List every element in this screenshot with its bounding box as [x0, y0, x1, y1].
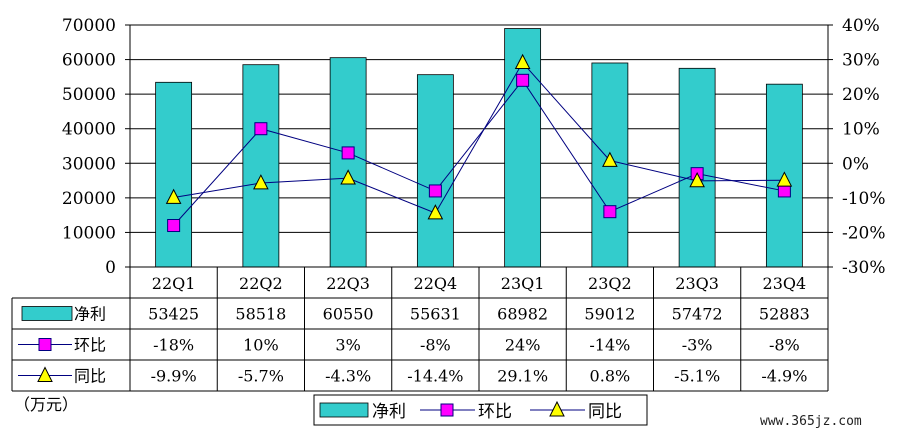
- data-label: -14%: [589, 336, 630, 355]
- left-tick-label: 50000: [62, 85, 116, 105]
- legend-label: 同比: [588, 402, 622, 422]
- data-label: -14.4%: [407, 367, 463, 386]
- legend-key-marker-环比: [440, 403, 454, 417]
- data-label: 24%: [505, 336, 541, 355]
- right-y-axis: -30% -20% -10% 0% 10% 20% 30% 40%: [828, 16, 886, 278]
- legend-label: 环比: [478, 402, 512, 422]
- row-key-marker-同比: [37, 366, 53, 382]
- data-label: -5.7%: [238, 367, 284, 386]
- line-series: [165, 53, 793, 233]
- row-label: 环比: [74, 336, 106, 355]
- watermark: www.365jz.com: [760, 414, 862, 429]
- category-label: 22Q2: [239, 274, 283, 293]
- data-label: 55631: [410, 305, 461, 324]
- data-label: 53425: [148, 305, 199, 324]
- bar-22Q4: [416, 74, 454, 268]
- left-tick-label: 40000: [62, 120, 116, 140]
- line-环比: [173, 79, 785, 226]
- data-label: -5.1%: [674, 367, 720, 386]
- category-label: 22Q3: [326, 274, 370, 293]
- right-tick-label: 10%: [842, 120, 880, 140]
- point-同比-22Q2: [253, 174, 269, 190]
- bar-series: [155, 28, 803, 268]
- point-环比-23Q1: [516, 73, 530, 87]
- category-label: 23Q4: [763, 274, 807, 293]
- legend-box: [313, 394, 648, 426]
- right-tick-label: 0%: [842, 154, 869, 174]
- data-label: 29.1%: [497, 367, 548, 386]
- bar-22Q3: [329, 57, 367, 268]
- right-tick-label: 20%: [842, 85, 880, 105]
- category-label: 22Q1: [152, 274, 196, 293]
- row-label: 同比: [74, 367, 106, 386]
- data-label: 3%: [335, 336, 360, 355]
- data-label: -3%: [682, 336, 713, 355]
- data-label: 58518: [235, 305, 286, 324]
- data-label: 0.8%: [590, 367, 631, 386]
- data-label: -8%: [420, 336, 451, 355]
- legend-key-净利: [319, 402, 369, 418]
- category-label: 22Q4: [414, 274, 458, 293]
- category-label: 23Q3: [675, 274, 719, 293]
- data-label: 68982: [497, 305, 548, 324]
- left-tick-label: 70000: [62, 16, 116, 36]
- data-label: 57472: [672, 305, 723, 324]
- category-label: 23Q1: [501, 274, 545, 293]
- left-tick-label: 0: [105, 258, 116, 278]
- bar-22Q1: [155, 81, 193, 268]
- point-同比-23Q4: [776, 171, 793, 187]
- grid-lines: [130, 24, 828, 233]
- right-tick-label: -30%: [842, 258, 886, 278]
- point-同比-22Q3: [340, 169, 356, 185]
- point-同比-22Q1: [165, 188, 182, 204]
- data-label: 10%: [243, 336, 279, 355]
- legend-label: 净利: [372, 402, 406, 422]
- left-y-axis: 0 10000 20000 30000 40000 50000 60000 70000: [62, 16, 130, 278]
- legend-key-marker-同比: [549, 400, 565, 417]
- data-label: -9.9%: [151, 367, 197, 386]
- line-同比: [173, 61, 785, 214]
- plot-frame: [129, 24, 829, 268]
- data-label: -4.3%: [325, 367, 371, 386]
- data-label: -4.9%: [761, 367, 807, 386]
- unit-label: （万元）: [14, 395, 78, 414]
- left-tick-label: 30000: [62, 154, 116, 174]
- right-tick-label: -20%: [842, 223, 886, 243]
- bar-22Q2: [242, 64, 280, 268]
- point-同比-23Q2: [602, 151, 618, 167]
- row-key-marker-环比: [38, 338, 52, 351]
- point-环比-22Q2: [254, 122, 268, 136]
- data-label: 52883: [759, 305, 810, 324]
- data-table: 22Q1 22Q2 22Q3 22Q4 23Q1 23Q2 23Q3 23Q4 净利 53425 5…: [11, 266, 829, 392]
- left-tick-label: 60000: [62, 51, 116, 71]
- category-label: 23Q2: [588, 274, 632, 293]
- point-环比-22Q3: [341, 146, 355, 160]
- right-tick-label: -10%: [842, 189, 886, 209]
- right-tick-label: 40%: [842, 16, 880, 36]
- row-label: 净利: [74, 305, 106, 324]
- data-label: 60550: [323, 305, 374, 324]
- row-key-净利: [21, 306, 73, 321]
- right-tick-label: 30%: [842, 51, 880, 71]
- point-同比-23Q1: [514, 53, 531, 70]
- point-环比-23Q2: [603, 205, 617, 219]
- data-label: 59012: [584, 305, 635, 324]
- legend: 净利 环比 同比: [313, 394, 648, 426]
- plot-border: [129, 24, 829, 268]
- left-tick-label: 20000: [62, 189, 116, 209]
- point-环比-22Q1: [167, 219, 181, 233]
- point-环比-23Q4: [777, 184, 791, 198]
- point-同比-23Q3: [689, 172, 705, 188]
- data-label: -8%: [769, 336, 800, 355]
- point-同比-22Q4: [427, 204, 444, 220]
- data-label: -18%: [153, 336, 194, 355]
- point-环比-22Q4: [428, 184, 442, 198]
- left-tick-label: 10000: [62, 223, 116, 243]
